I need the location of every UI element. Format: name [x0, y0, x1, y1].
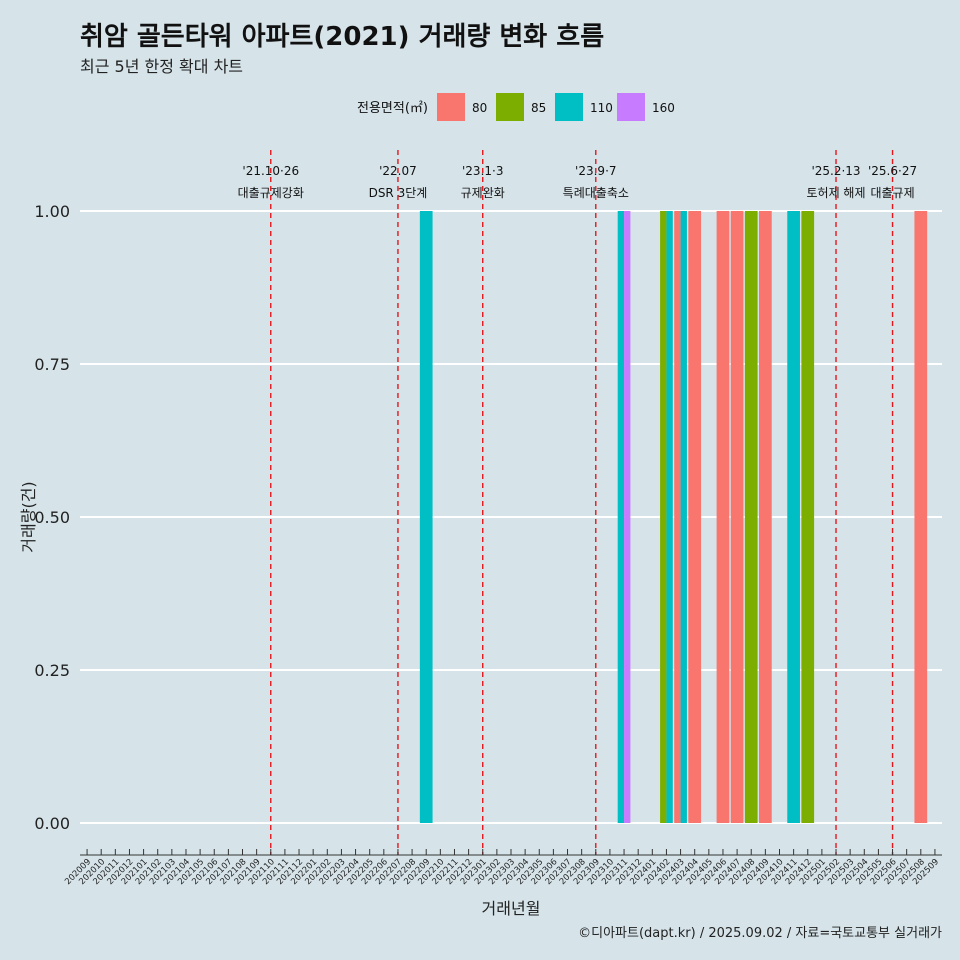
bar: [624, 211, 631, 823]
legend-label: 160: [652, 101, 675, 115]
event-date: '23.9·7: [575, 164, 616, 178]
y-tick-label: 1.00: [34, 202, 70, 221]
bar: [674, 211, 681, 823]
event-label: 대출규제: [870, 186, 914, 200]
event-label: 대출규제강화: [238, 186, 304, 200]
legend-label: 85: [531, 101, 546, 115]
legend-swatch: [496, 93, 524, 121]
bar: [730, 211, 744, 823]
y-axis-title: 거래량(건): [19, 481, 38, 552]
legend-title: 전용면적(㎡): [357, 101, 428, 116]
legend-swatch: [437, 93, 465, 121]
legend-swatch: [617, 93, 645, 121]
bar: [688, 211, 702, 823]
y-tick-label: 0.25: [34, 661, 70, 680]
x-axis-title: 거래년월: [482, 899, 541, 918]
legend-swatch: [555, 93, 583, 121]
bar: [759, 211, 772, 823]
event-date: '23.1·3: [462, 164, 503, 178]
event-label: 규제완화: [461, 186, 505, 200]
bar: [660, 211, 667, 823]
event-date: '21.10·26: [242, 164, 299, 178]
bar: [680, 211, 687, 823]
chart-subtitle: 최근 5년 한정 확대 차트: [80, 57, 244, 76]
bar: [787, 211, 800, 823]
y-tick-label: 0.75: [34, 355, 70, 374]
legend-label: 80: [472, 101, 487, 115]
event-date: '22.07: [379, 164, 417, 178]
event-date: '25.2·13: [811, 164, 860, 178]
legend-label: 110: [590, 101, 613, 115]
bar: [666, 211, 673, 823]
source-caption: ©디아파트(dapt.kr) / 2025.09.02 / 자료=국토교통부 실…: [578, 926, 942, 941]
chart-title: 취암 골든타워 아파트(2021) 거래량 변화 흐름: [80, 22, 605, 52]
event-label: 특례대출축소: [563, 186, 629, 200]
event-label: DSR 3단계: [369, 186, 428, 200]
y-tick-label: 0.00: [34, 814, 70, 833]
bar: [716, 211, 730, 823]
bar: [744, 211, 758, 823]
bar: [419, 211, 433, 823]
event-label: 토허제 해제: [807, 186, 866, 200]
y-tick-label: 0.50: [34, 508, 70, 527]
event-date: '25.6·27: [868, 164, 917, 178]
bar: [914, 211, 928, 823]
bar: [617, 211, 625, 823]
bar: [801, 211, 815, 823]
